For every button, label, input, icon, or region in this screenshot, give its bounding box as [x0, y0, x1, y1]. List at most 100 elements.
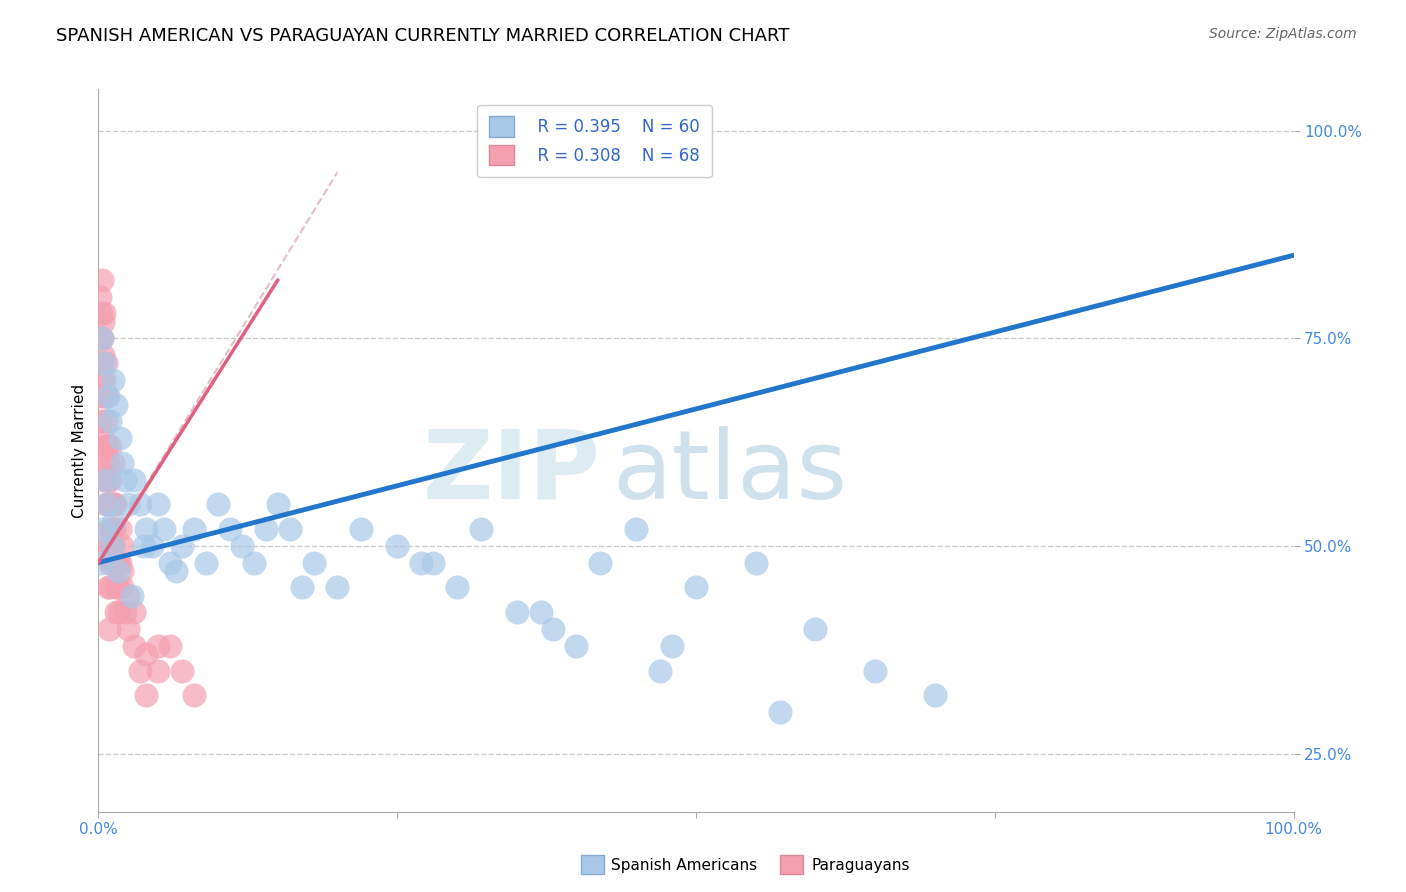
- Point: [804, 622, 827, 636]
- Point: [98, 473, 122, 487]
- Point: [650, 664, 672, 678]
- Text: Source: ZipAtlas.com: Source: ZipAtlas.com: [1209, 27, 1357, 41]
- Point: [101, 498, 124, 512]
- Point: [172, 539, 194, 553]
- Point: [108, 522, 131, 536]
- Point: [98, 556, 122, 570]
- Point: [111, 539, 134, 553]
- Point: [89, 331, 111, 345]
- Point: [117, 498, 139, 512]
- Point: [172, 664, 194, 678]
- Point: [165, 564, 187, 578]
- Point: [924, 689, 946, 703]
- Point: [411, 556, 433, 570]
- Point: [96, 389, 118, 403]
- Point: [111, 564, 134, 578]
- Point: [141, 539, 163, 553]
- Point: [117, 622, 139, 636]
- Point: [565, 639, 588, 653]
- Point: [135, 647, 157, 661]
- Point: [183, 522, 205, 536]
- Point: [100, 522, 122, 536]
- Point: [107, 581, 129, 595]
- Point: [506, 606, 529, 620]
- Point: [117, 589, 139, 603]
- Point: [96, 439, 118, 453]
- Point: [267, 498, 290, 512]
- Point: [93, 356, 115, 370]
- Point: [207, 498, 229, 512]
- Point: [91, 522, 114, 536]
- Point: [685, 581, 707, 595]
- Point: [91, 348, 114, 362]
- Point: [98, 539, 122, 553]
- Point: [94, 356, 117, 370]
- Point: [219, 522, 242, 536]
- Point: [93, 306, 115, 320]
- Point: [302, 556, 325, 570]
- Point: [661, 639, 683, 653]
- Point: [108, 431, 131, 445]
- Point: [530, 606, 553, 620]
- Point: [153, 522, 176, 536]
- Legend:   R = 0.395    N = 60,   R = 0.308    N = 68: R = 0.395 N = 60, R = 0.308 N = 68: [477, 104, 711, 178]
- Point: [114, 473, 136, 487]
- Point: [98, 622, 121, 636]
- Point: [124, 639, 146, 653]
- Point: [769, 705, 792, 719]
- Point: [91, 273, 114, 287]
- Point: [231, 539, 253, 553]
- Point: [105, 398, 128, 412]
- Point: [96, 498, 118, 512]
- Point: [94, 414, 117, 428]
- Point: [243, 556, 266, 570]
- Point: [135, 522, 157, 536]
- Point: [94, 498, 117, 512]
- Point: [470, 522, 492, 536]
- Point: [101, 373, 124, 387]
- Point: [385, 539, 409, 553]
- Text: atlas: atlas: [613, 425, 848, 518]
- Point: [98, 581, 122, 595]
- Point: [98, 522, 121, 536]
- Point: [254, 522, 277, 536]
- Point: [291, 581, 314, 595]
- Point: [97, 456, 120, 470]
- Point: [98, 498, 121, 512]
- Point: [97, 498, 120, 512]
- Point: [93, 373, 115, 387]
- Point: [148, 639, 170, 653]
- Point: [105, 581, 128, 595]
- Point: [91, 473, 114, 487]
- Point: [108, 556, 131, 570]
- Point: [278, 522, 301, 536]
- Point: [422, 556, 444, 570]
- Point: [135, 689, 157, 703]
- Point: [121, 589, 143, 603]
- Point: [91, 431, 114, 445]
- Point: [745, 556, 768, 570]
- Point: [94, 439, 117, 453]
- Point: [91, 315, 114, 329]
- Point: [159, 556, 181, 570]
- Point: [101, 539, 124, 553]
- Point: [94, 473, 117, 487]
- Point: [148, 498, 170, 512]
- Point: [91, 373, 114, 387]
- Point: [148, 664, 170, 678]
- Legend: Spanish Americans, Paraguayans: Spanish Americans, Paraguayans: [575, 849, 915, 880]
- Point: [90, 556, 112, 570]
- Point: [104, 498, 127, 512]
- Y-axis label: Currently Married: Currently Married: [72, 384, 87, 517]
- Point: [100, 498, 122, 512]
- Point: [103, 522, 125, 536]
- Point: [195, 556, 218, 570]
- Point: [90, 414, 112, 428]
- Point: [93, 389, 115, 403]
- Point: [97, 389, 120, 403]
- Point: [626, 522, 648, 536]
- Point: [96, 539, 118, 553]
- Point: [183, 689, 205, 703]
- Point: [124, 606, 146, 620]
- Point: [100, 556, 122, 570]
